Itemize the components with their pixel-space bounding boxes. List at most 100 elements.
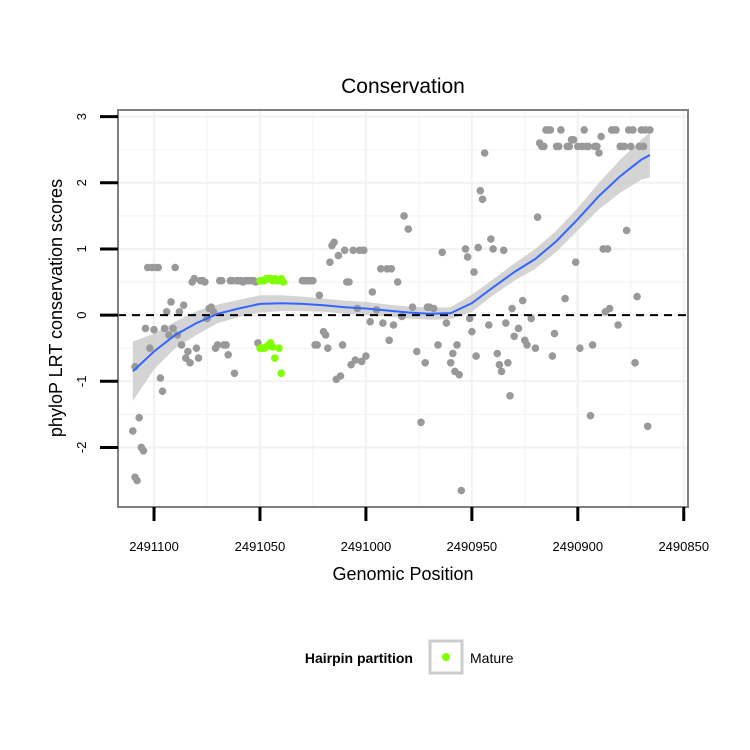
point-other-75	[330, 238, 338, 247]
point-other-106	[417, 418, 425, 427]
point-other-102	[400, 212, 408, 220]
point-other-177	[597, 132, 605, 141]
point-other-79	[338, 341, 347, 349]
point-other-139	[506, 392, 514, 400]
y-axis: -2 -1 0 1 2 3	[74, 113, 118, 453]
point-mature-20	[275, 344, 283, 353]
point-other-137	[502, 319, 510, 327]
point-other-92	[368, 288, 377, 296]
point-other-80	[340, 246, 349, 255]
point-other-19	[167, 298, 175, 306]
point-other-188	[620, 142, 629, 151]
point-other-24	[177, 341, 186, 349]
plot-panel	[117, 109, 689, 508]
point-other-124	[470, 268, 478, 276]
point-other-193	[631, 359, 639, 367]
y-tick-label-4: 2	[74, 179, 89, 186]
x-tick-label-1: 2491050	[235, 539, 286, 554]
point-other-199	[643, 422, 652, 431]
x-tick-label-3: 2490950	[447, 539, 498, 554]
point-other-119	[457, 486, 466, 495]
point-other-189	[622, 226, 631, 235]
point-other-197	[639, 142, 648, 151]
point-other-89	[360, 246, 368, 255]
point-other-158	[554, 142, 563, 151]
point-other-0	[129, 427, 137, 435]
point-other-95	[379, 319, 387, 327]
point-other-107	[421, 359, 430, 367]
point-other-104	[408, 303, 417, 312]
point-other-31	[192, 344, 201, 353]
x-tick-label-4: 2490900	[553, 539, 604, 554]
point-other-100	[393, 278, 402, 286]
y-tick-label-0: -2	[74, 442, 89, 454]
point-other-132	[489, 245, 497, 253]
point-other-45	[222, 341, 230, 349]
point-other-99	[389, 321, 398, 329]
point-other-134	[495, 360, 504, 369]
point-other-111	[434, 341, 442, 349]
point-other-165	[571, 258, 580, 267]
point-other-146	[527, 314, 535, 323]
point-other-16	[160, 324, 169, 333]
point-other-112	[438, 248, 447, 257]
point-other-120	[461, 245, 470, 253]
point-other-103	[404, 225, 413, 233]
point-other-14	[156, 374, 165, 382]
point-other-46	[224, 351, 232, 359]
point-other-143	[518, 296, 527, 305]
point-other-94	[377, 265, 385, 273]
point-other-155	[548, 352, 557, 360]
x-tick-label-2: 2491000	[341, 539, 392, 554]
y-tick-label-5: 3	[74, 113, 89, 120]
point-other-176	[595, 149, 603, 157]
point-other-194	[633, 292, 641, 301]
point-other-97	[385, 336, 394, 345]
point-other-66	[309, 276, 317, 285]
y-tick-label-3: 1	[74, 245, 89, 252]
point-other-11	[150, 325, 158, 334]
x-tick-label-5: 2490850	[658, 539, 709, 554]
point-other-78	[336, 372, 345, 380]
point-other-68	[313, 341, 322, 349]
point-other-136	[499, 246, 508, 255]
point-other-91	[366, 317, 375, 326]
point-other-69	[315, 291, 324, 300]
point-other-164	[569, 136, 578, 144]
chart-title: Conservation	[341, 75, 465, 98]
point-other-145	[523, 341, 531, 349]
point-other-147	[531, 344, 540, 353]
point-other-21	[171, 263, 179, 272]
point-other-184	[612, 126, 620, 134]
legend-title: Hairpin partition	[305, 650, 413, 666]
series-other-points	[129, 126, 654, 495]
point-other-133	[493, 349, 502, 358]
point-other-192	[629, 126, 637, 134]
point-other-105	[413, 347, 421, 356]
panel-border	[117, 109, 689, 508]
point-other-32	[194, 354, 203, 362]
point-other-181	[605, 304, 614, 313]
point-other-72	[324, 344, 332, 353]
point-other-15	[158, 387, 167, 396]
point-other-113	[442, 319, 451, 327]
point-other-7	[141, 324, 150, 333]
point-mature-21	[277, 369, 286, 378]
point-other-5	[139, 447, 148, 455]
point-other-41	[213, 341, 222, 349]
point-other-126	[474, 243, 483, 252]
point-other-9	[146, 344, 154, 353]
point-other-162	[565, 142, 574, 151]
x-axis-label: Genomic Position	[332, 564, 473, 584]
point-other-130	[485, 321, 493, 329]
point-other-13	[154, 263, 163, 272]
point-other-82	[345, 278, 353, 286]
point-other-154	[546, 126, 555, 134]
point-other-151	[540, 142, 548, 151]
y-tick-label-2: 0	[74, 311, 89, 318]
point-other-114	[446, 359, 455, 367]
point-other-35	[201, 278, 209, 286]
point-other-122	[465, 314, 474, 323]
smooth-trend-line	[132, 154, 651, 373]
